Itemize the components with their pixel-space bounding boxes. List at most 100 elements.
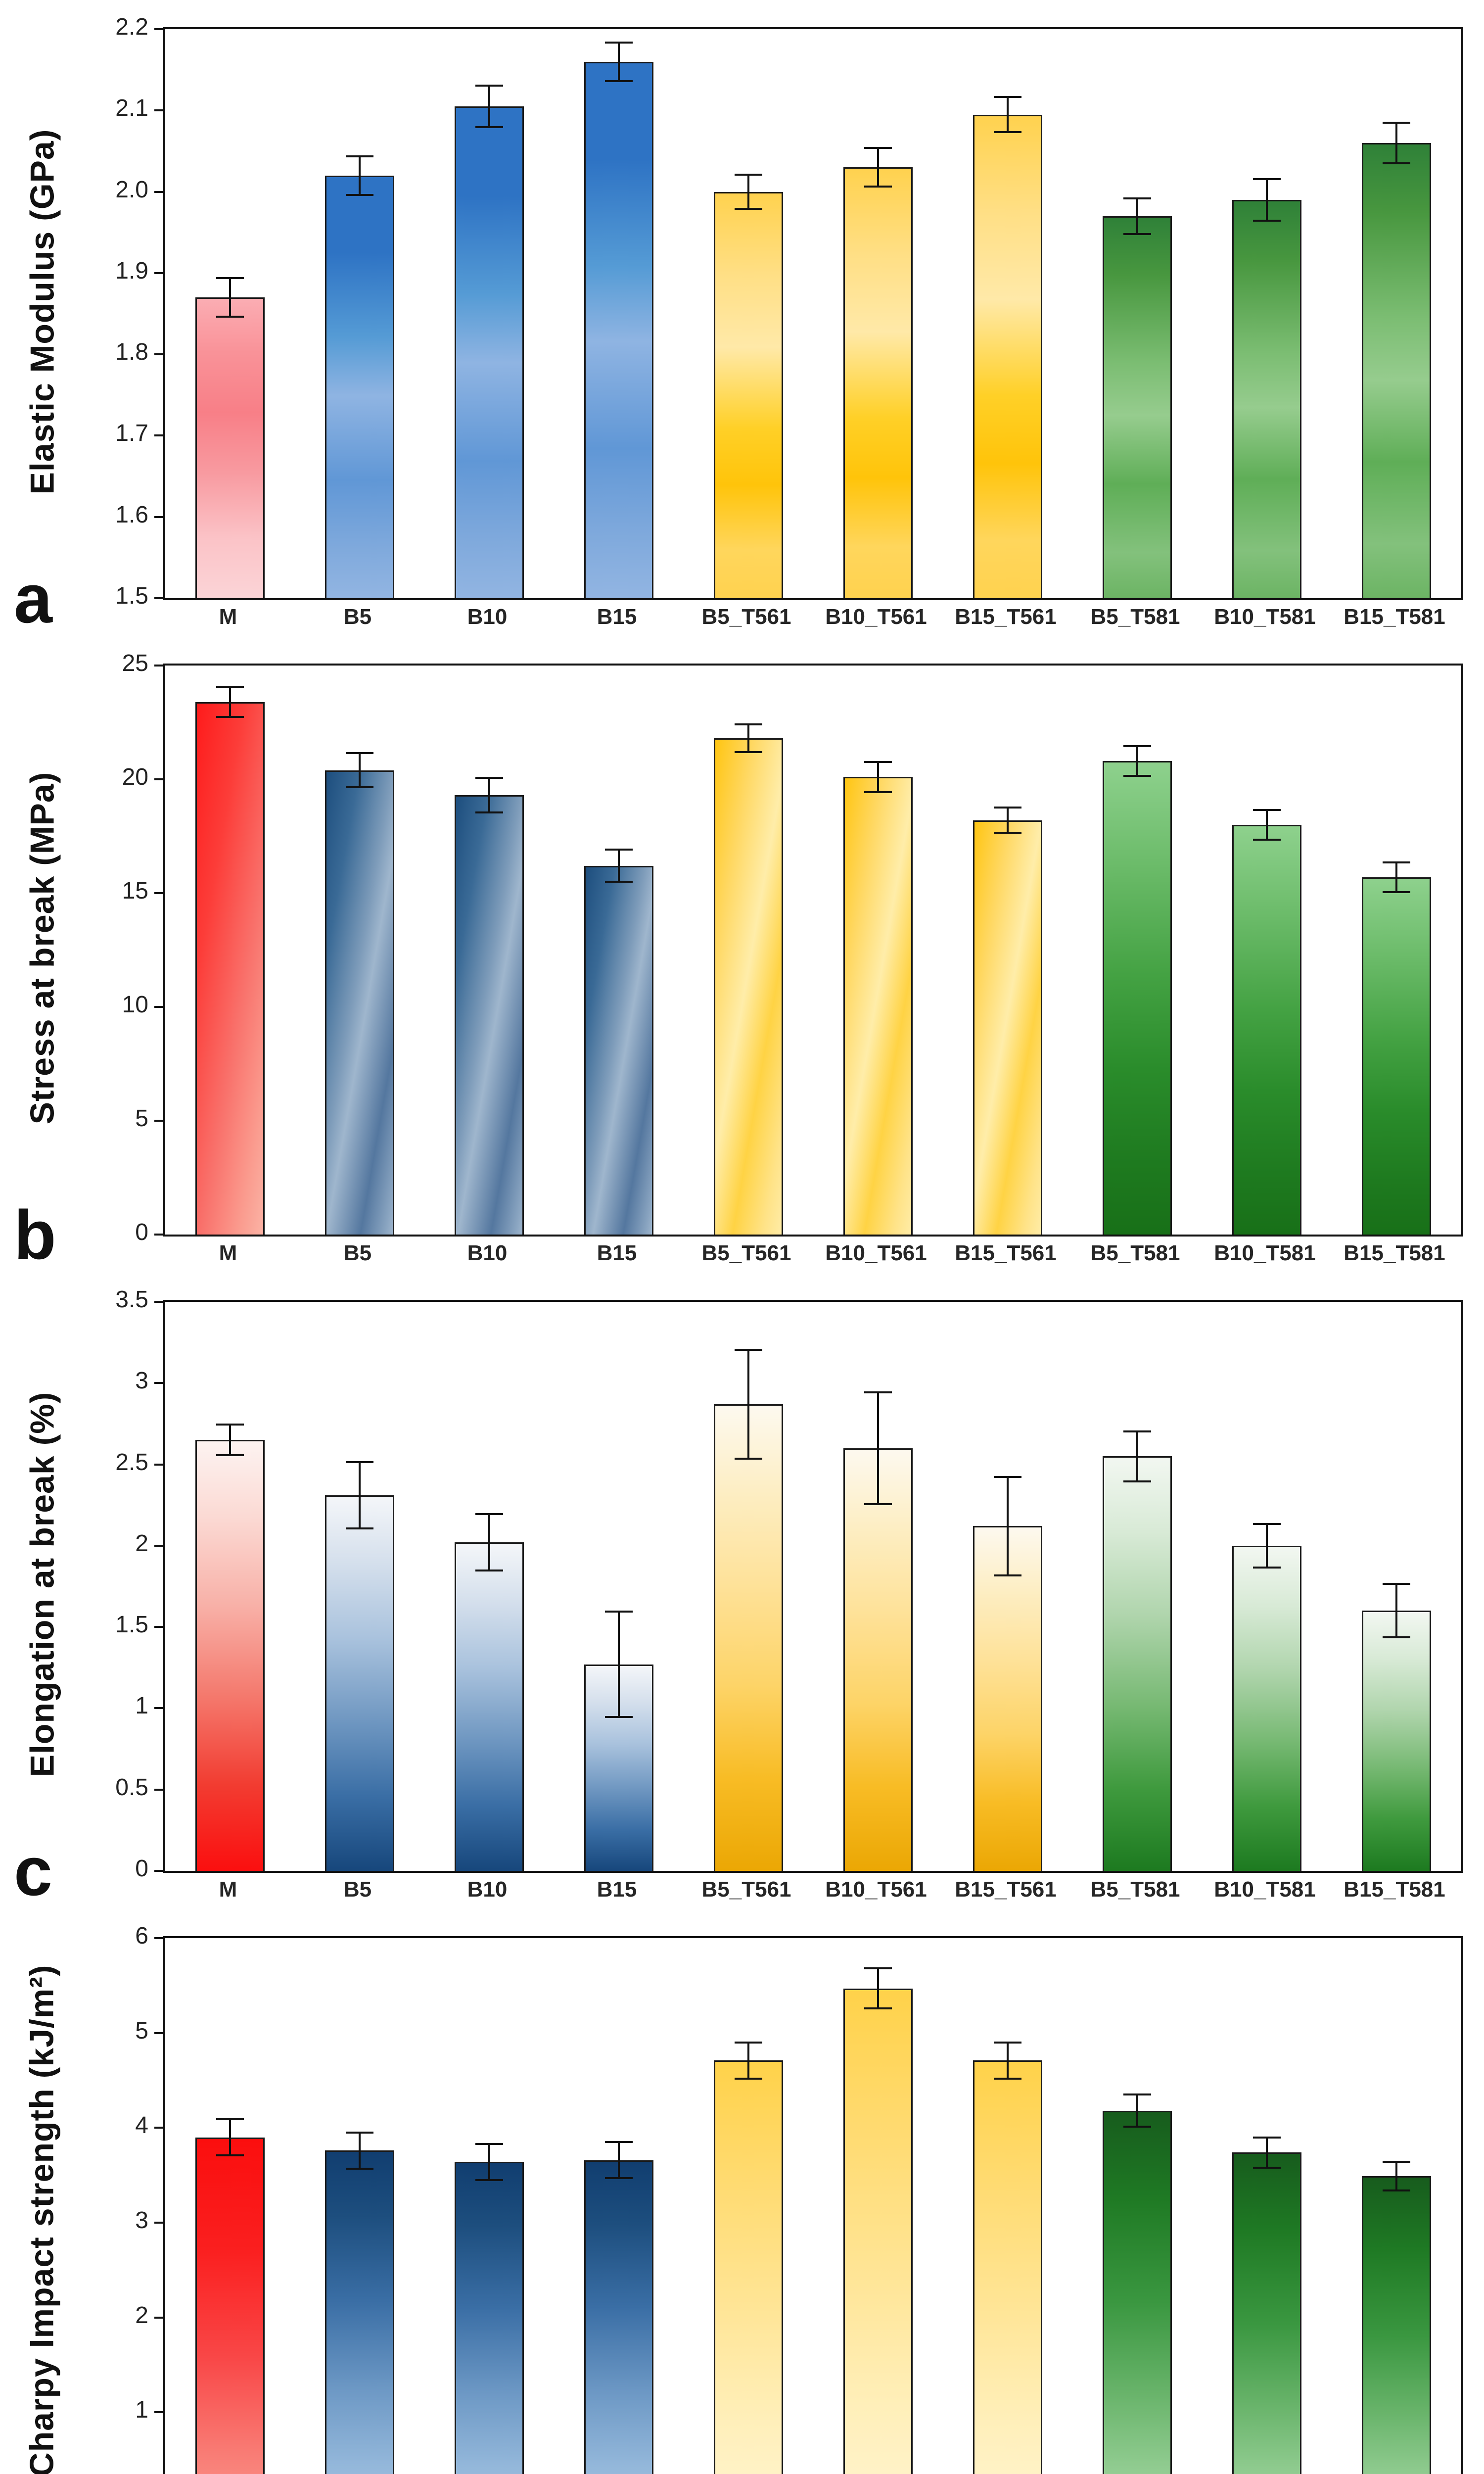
error-bar-B10 [475,84,503,129]
error-bar-B5 [346,2132,373,2170]
error-bar-cap-bottom [475,1570,503,1572]
y-axis-title-box: Stress at break (MPa) [0,664,84,1233]
error-bar-cap-bottom [1383,2189,1410,2191]
bar-slot [1332,29,1461,598]
bar-slot [684,29,813,598]
error-bar-cap-top [994,1475,1021,1478]
error-bar-B10_T581 [1253,2136,1281,2169]
bar-slot [1072,666,1202,1235]
bar-B10 [455,1542,524,1871]
bar-slot [424,666,554,1235]
x-axis-labels: M B5 B10 B15 B5_T561 B10_T561 B15_T561 B5_T581 B… [163,1241,1459,1266]
error-bar-B15 [605,41,633,82]
bar-B5 [325,770,394,1235]
x-label-B15: B15 [597,605,637,629]
x-label-B5_T561: B5_T561 [701,1241,791,1265]
y-tick-mark [154,434,163,437]
x-label-B10_T561: B10_T561 [825,1241,927,1265]
bar-B15_T581 [1362,1611,1431,1871]
y-tick-mark [154,1382,163,1384]
x-label-B15_T561: B15_T561 [955,1241,1057,1265]
error-bar-cap-top [1383,1583,1410,1585]
x-label-B5_T561: B5_T561 [701,1877,791,1902]
y-axis-title-box: Charpy Impact strength (kJ/m²) [0,1936,84,2474]
error-bar-cap-top [475,777,503,779]
y-tick-mark [154,353,163,356]
error-bar-cap-top [1123,745,1151,748]
y-tick-mark [154,516,163,518]
bar-slot [1202,1938,1332,2474]
error-bar-cap-top [864,147,892,149]
y-tick-label: 20 [122,764,148,790]
panel-letter-a: a [14,560,52,637]
x-label-B5: B5 [343,1877,372,1902]
bar-slot [295,1302,424,1871]
error-bar-B5 [346,155,373,196]
error-bar-cap-top [346,1461,373,1463]
bar-B15_T581 [1362,877,1431,1235]
x-label-B5_T581: B5_T581 [1090,605,1180,629]
bar-slot [424,1938,554,2474]
error-bar-cap-top [994,2041,1021,2044]
error-bar-cap-top [994,95,1021,98]
y-tick-mark [154,665,163,666]
y-tick-label: 0 [135,1856,148,1882]
y-tick-mark [154,1301,163,1303]
bar-B10_T581 [1232,200,1301,598]
y-tick-mark [154,2127,163,2129]
error-bar-cap-top [346,2132,373,2134]
error-bar-cap-bottom [1253,2166,1281,2169]
bar-B5_T581 [1103,2110,1172,2474]
bar-slot [554,1302,684,1871]
x-label-B15_T581: B15_T581 [1344,605,1445,629]
error-bar-cap-bottom [1123,233,1151,235]
panel-c: Elongation at break (%) 0 0.5 1 1.5 2 2.5 3 3.5 M… [0,1273,1484,1909]
error-bar-cap-top [346,752,373,754]
error-bar-cap-top [1383,2161,1410,2163]
error-bar-cap-top [864,1967,892,1970]
error-bar-cap-bottom [346,786,373,789]
error-bar-cap-bottom [346,193,373,196]
error-bar-cap-top [1123,1430,1151,1432]
bar-B15_T561 [973,1526,1042,1871]
bar-B10 [455,2162,524,2474]
error-bar-cap-top [605,2141,633,2143]
error-bar-cap-bottom [605,2177,633,2179]
bar-B5_T561 [714,738,783,1235]
y-tick-label: 3 [135,1368,148,1394]
error-bar-M [216,686,244,718]
y-tick-mark [154,2222,163,2224]
y-tick-mark [154,1788,163,1791]
y-tick-label: 1.6 [115,501,148,528]
error-bar-cap-top [864,761,892,763]
y-tick-label: 1.9 [115,257,148,284]
bar-B15_T561 [973,114,1042,598]
bar-slot [943,29,1072,598]
y-tick-mark [154,1234,163,1236]
error-bar-B10_T581 [1253,809,1281,841]
bar-slot [165,1938,295,2474]
bar-slot [1072,1302,1202,1871]
bar-M [195,297,265,598]
bar-slot [813,1302,943,1871]
y-tick-mark [154,1006,163,1008]
error-bar-cap-bottom [735,1457,762,1460]
error-bar-cap-top [994,807,1021,809]
error-bar-cap-bottom [475,811,503,813]
error-bar-B15_T561 [994,95,1021,134]
error-bar-cap-top [735,174,762,176]
error-bar-cap-top [216,2118,244,2121]
bar-B5_T561 [714,1404,783,1871]
bar-slot [554,29,684,598]
y-tick-label: 25 [122,650,148,676]
bar-M [195,2137,265,2474]
bar-slot [295,666,424,1235]
bar-B5_T581 [1103,761,1172,1235]
y-tick-label: 2.5 [115,1449,148,1475]
error-bar-M [216,1424,244,1457]
bar-B5 [325,1495,394,1871]
error-bar-B10_T581 [1253,178,1281,222]
error-bar-cap-bottom [346,2167,373,2170]
x-label-B10_T561: B10_T561 [825,605,927,629]
bar-slot [1332,1938,1461,2474]
